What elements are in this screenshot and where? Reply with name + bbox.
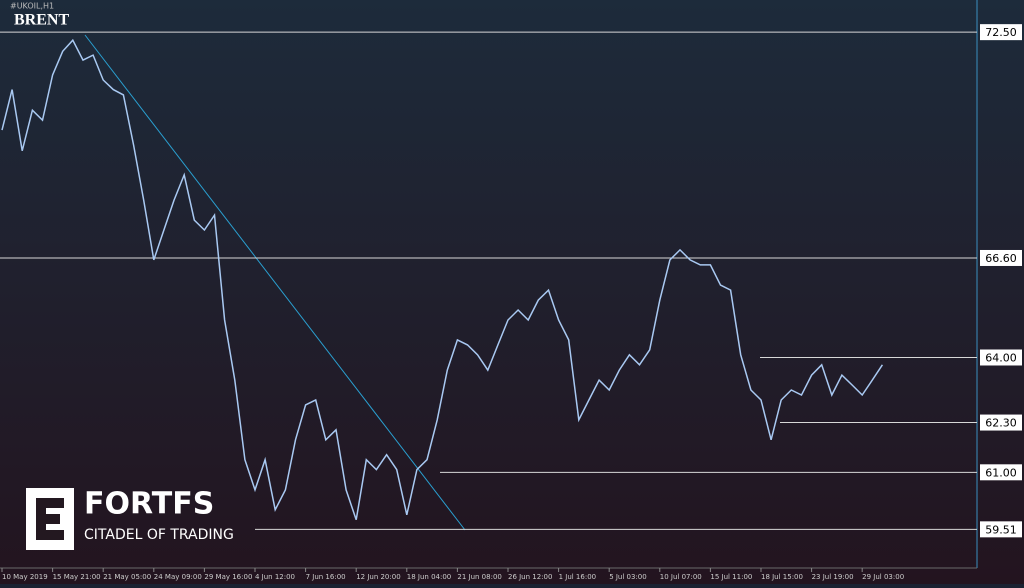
x-tick-label: 26 Jun 12:00 [508,573,552,581]
logo-glyph [36,498,64,540]
y-tick-label: 64.00 [985,351,1017,364]
y-tick-label: 62.30 [985,417,1017,430]
price-label-box [980,414,1022,431]
chart-title: BRENT [14,12,69,29]
x-tick-label: 18 Jun 04:00 [407,573,451,581]
y-tick-label: 59.51 [985,523,1017,536]
brand-tagline: CITADEL OF TRADING [84,527,234,543]
x-tick-label: 15 May 21:00 [53,573,101,581]
x-tick-label: 7 Jun 16:00 [306,573,346,581]
price-label-box [980,24,1022,41]
x-tick-label: 5 Jul 03:00 [609,573,647,581]
x-tick-label: 21 May 05:00 [103,573,151,581]
y-tick-label: 61.00 [985,466,1017,479]
x-tick-label: 23 Jul 19:00 [812,573,854,581]
x-tick-label: 12 Jun 20:00 [356,573,400,581]
price-label-box [980,521,1022,538]
price-label-box [980,249,1022,266]
y-tick-label: 66.60 [985,252,1017,265]
price-label-box [980,464,1022,481]
brand-name: FORTFS [84,487,214,522]
y-tick-label: 72.50 [985,26,1017,39]
x-tick-label: 10 Jul 07:00 [660,573,702,581]
x-tick-label: 1 Jul 16:00 [559,573,597,581]
x-tick-label: 18 Jul 15:00 [761,573,803,581]
x-tick-label: 15 Jul 11:00 [710,573,752,581]
x-tick-label: 21 Jun 08:00 [457,573,501,581]
trend-line [84,34,466,531]
x-tick-label: 10 May 2019 [2,573,48,581]
logo: FORTFS CITADEL OF TRADING [26,487,234,550]
x-tick-label: 29 May 16:00 [204,573,252,581]
price-label-box [980,349,1022,366]
x-tick-label: 4 Jun 12:00 [255,573,295,581]
price-line [1,38,884,521]
x-tick-label: 24 May 09:00 [154,573,202,581]
x-tick-label: 29 Jul 03:00 [862,573,904,581]
symbol-label: #UKOIL,H1 [10,2,54,11]
